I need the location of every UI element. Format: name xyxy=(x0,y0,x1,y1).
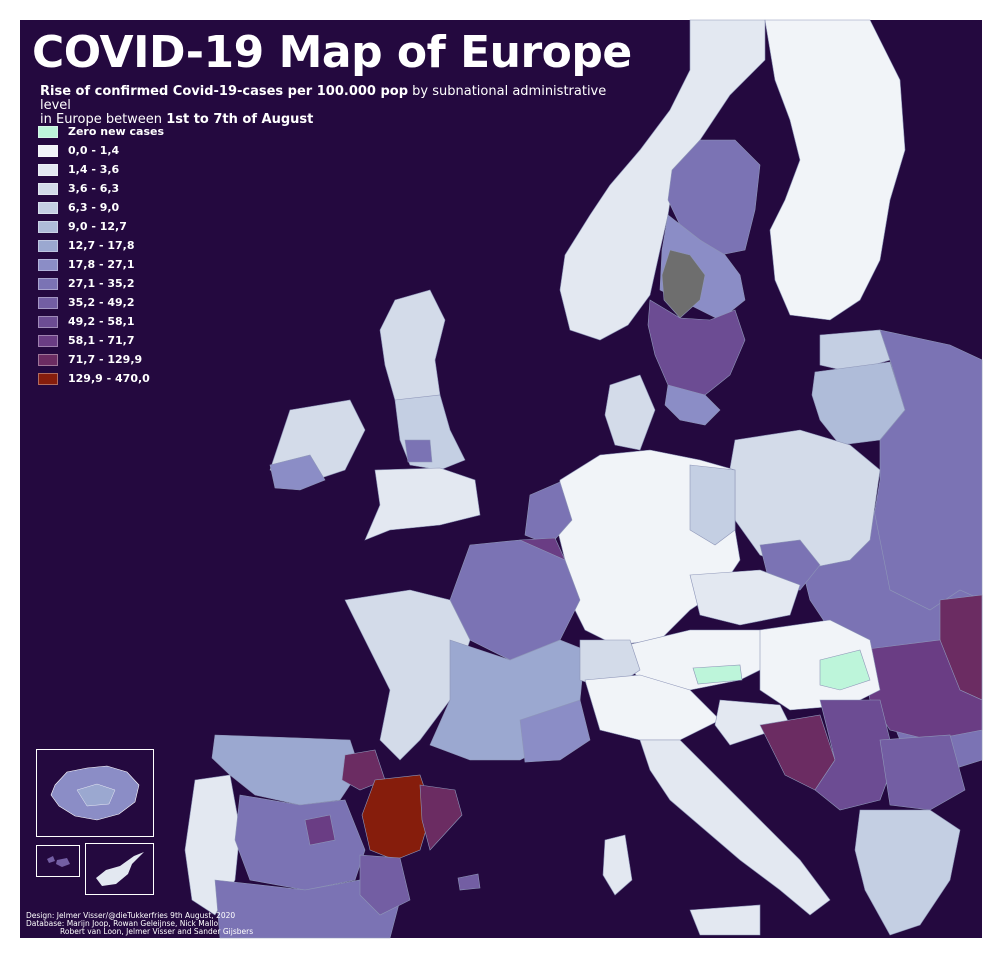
legend-label: 1,4 - 3,6 xyxy=(68,163,120,176)
legend-label: 71,7 - 129,9 xyxy=(68,353,143,366)
region-sweden-southtip xyxy=(664,384,721,426)
legend-swatch xyxy=(38,201,58,214)
region-scotland xyxy=(379,289,446,411)
region-sardinia xyxy=(602,834,633,896)
legend-item: 35,2 - 49,2 xyxy=(38,293,164,312)
legend-label: 58,1 - 71,7 xyxy=(68,334,135,347)
region-norway xyxy=(559,19,766,341)
legend-swatch xyxy=(38,144,58,157)
region-valencia xyxy=(359,854,411,916)
cyprus-shape xyxy=(96,852,144,886)
inset-iceland xyxy=(36,749,154,837)
region-netherlands xyxy=(524,481,573,546)
legend-item: 3,6 - 6,3 xyxy=(38,179,164,198)
region-denmark xyxy=(604,374,656,451)
region-bulgaria xyxy=(879,734,966,811)
region-balearic xyxy=(457,873,481,891)
legend-item: 0,0 - 1,4 xyxy=(38,141,164,160)
region-ireland-west xyxy=(269,454,326,491)
legend-swatch xyxy=(38,353,58,366)
region-greece xyxy=(854,809,961,936)
credits-database: Database: Marijn Joop, Rowan Geleijnse, … xyxy=(26,919,219,928)
subtitle-part3: in Europe between xyxy=(40,112,167,127)
region-spain-center xyxy=(234,794,366,891)
legend-swatch xyxy=(38,163,58,176)
iceland-shape xyxy=(50,765,140,821)
region-england-hotspot xyxy=(404,439,433,463)
region-italy xyxy=(639,739,831,916)
legend-item: 17,8 - 27,1 xyxy=(38,255,164,274)
region-hungary-zero xyxy=(819,649,871,691)
legend-label: 9,0 - 12,7 xyxy=(68,220,127,233)
credits: Design: Jelmer Visser/@dieTukkerfries 9t… xyxy=(26,912,253,936)
legend-item: 71,7 - 129,9 xyxy=(38,350,164,369)
region-france-southeast xyxy=(519,699,591,763)
legend-swatch xyxy=(38,182,58,195)
map-subtitle: Rise of confirmed Covid-19-cases per 100… xyxy=(40,85,640,127)
region-navarra xyxy=(341,749,386,791)
legend-swatch xyxy=(38,372,58,385)
legend-label: 129,9 - 470,0 xyxy=(68,372,150,385)
legend-swatch xyxy=(38,296,58,309)
region-sicily xyxy=(689,904,761,936)
credits-database-cont: Robert van Loon, Jelmer Visser and Sande… xyxy=(60,927,254,936)
region-czechia xyxy=(689,569,801,626)
region-sweden-south xyxy=(647,299,746,401)
legend-label: 12,7 - 17,8 xyxy=(68,239,135,252)
legend-swatch xyxy=(38,258,58,271)
malta-shape xyxy=(47,856,70,867)
region-austria-zero xyxy=(692,664,743,685)
legend-item: 1,4 - 3,6 xyxy=(38,160,164,179)
region-germany-east xyxy=(689,464,736,546)
legend-swatch xyxy=(38,277,58,290)
legend-swatch xyxy=(38,220,58,233)
subtitle-part4: 1st to 7th of August xyxy=(166,112,314,127)
region-italy-north xyxy=(584,674,721,741)
legend-label: 3,6 - 6,3 xyxy=(68,182,120,195)
legend-item: Zero new cases xyxy=(38,122,164,141)
legend-label: 0,0 - 1,4 xyxy=(68,144,120,157)
region-latvia-lithuania xyxy=(811,361,906,446)
legend-label: 49,2 - 58,1 xyxy=(68,315,135,328)
subtitle-part1: Rise of confirmed Covid-19-cases per 100… xyxy=(40,84,409,99)
legend-item: 6,3 - 9,0 xyxy=(38,198,164,217)
legend: Zero new cases 0,0 - 1,4 1,4 - 3,6 3,6 -… xyxy=(38,122,164,388)
region-england-south xyxy=(364,467,481,541)
legend-swatch xyxy=(38,239,58,252)
subtitle-part2: by subnational administrative level xyxy=(40,84,607,113)
legend-swatch xyxy=(38,125,58,138)
legend-label: 35,2 - 49,2 xyxy=(68,296,135,309)
region-finland xyxy=(764,19,906,321)
legend-item: 58,1 - 71,7 xyxy=(38,331,164,350)
legend-item: 49,2 - 58,1 xyxy=(38,312,164,331)
region-france-west xyxy=(344,589,471,761)
region-aragon xyxy=(361,774,433,861)
legend-label: 6,3 - 9,0 xyxy=(68,201,120,214)
region-croatia xyxy=(714,699,791,746)
region-sweden-grey xyxy=(661,249,706,319)
credits-design: Design: Jelmer Visser/@dieTukkerfries 9t… xyxy=(26,911,236,920)
map-title: COVID-19 Map of Europe xyxy=(32,27,632,78)
legend-item: 129,9 - 470,0 xyxy=(38,369,164,388)
region-catalonia xyxy=(419,784,463,851)
legend-label: 17,8 - 27,1 xyxy=(68,258,135,271)
legend-item: 27,1 - 35,2 xyxy=(38,274,164,293)
legend-label: 27,1 - 35,2 xyxy=(68,277,135,290)
legend-item: 12,7 - 17,8 xyxy=(38,236,164,255)
legend-swatch xyxy=(38,334,58,347)
inset-cyprus xyxy=(85,843,154,895)
legend-label: Zero new cases xyxy=(68,125,165,138)
inset-malta xyxy=(36,845,80,877)
region-spain-north xyxy=(211,734,361,806)
region-madrid xyxy=(304,814,336,846)
region-serbia xyxy=(814,699,896,811)
legend-item: 9,0 - 12,7 xyxy=(38,217,164,236)
legend-swatch xyxy=(38,315,58,328)
